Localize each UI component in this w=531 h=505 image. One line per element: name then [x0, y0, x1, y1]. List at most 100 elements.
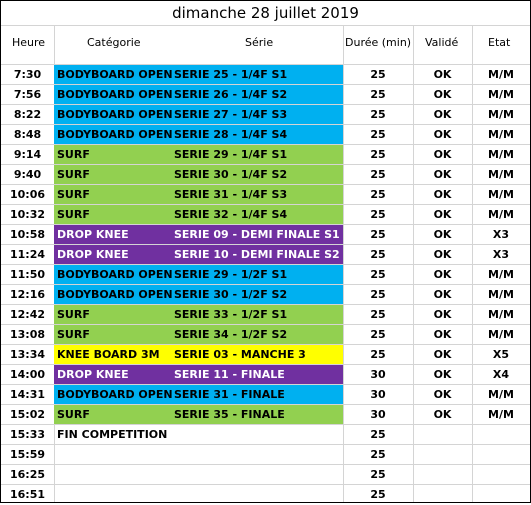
- table-row: 16:25 25: [1, 465, 530, 485]
- row-divider: [1, 344, 530, 345]
- validated-cell: OK: [433, 328, 452, 341]
- status-cell: X4: [492, 368, 510, 381]
- row-divider: [1, 384, 530, 385]
- category-band: [54, 385, 343, 405]
- row-divider: [1, 144, 530, 145]
- category-cell: DROP KNEE: [57, 228, 129, 241]
- table-row: 15:02 SURF SERIE 35 - FINALE 30 OK M/M: [1, 405, 530, 425]
- duration-cell: 25: [370, 168, 386, 181]
- time-cell: 8:22: [13, 108, 42, 121]
- validated-cell: OK: [433, 168, 452, 181]
- status-cell: M/M: [488, 288, 514, 301]
- table-row: 15:33 FIN COMPETITION 25: [1, 425, 530, 445]
- row-divider: [1, 224, 530, 225]
- series-cell: SERIE 10 - DEMI FINALE S2: [174, 248, 340, 261]
- duration-cell: 25: [370, 228, 386, 241]
- category-cell: BODYBOARD OPEN: [57, 128, 173, 141]
- category-band: [54, 285, 343, 305]
- time-cell: 12:16: [9, 288, 45, 301]
- duration-cell: 30: [370, 368, 386, 381]
- time-cell: 9:40: [13, 168, 42, 181]
- time-cell: 9:14: [13, 148, 42, 161]
- table-row: 13:08 SURF SERIE 34 - 1/2F S2 25 OK M/M: [1, 325, 530, 345]
- duration-cell: 25: [370, 268, 386, 281]
- category-band: [54, 165, 343, 185]
- table-row: 10:58 DROP KNEE SERIE 09 - DEMI FINALE S1 2…: [1, 225, 530, 245]
- category-band: [54, 345, 343, 365]
- row-divider: [1, 484, 530, 485]
- table-row: 12:42 SURF SERIE 33 - 1/2F S1 25 OK M/M: [1, 305, 530, 325]
- duration-cell: 25: [370, 68, 386, 81]
- series-cell: SERIE 31 - 1/4F S3: [174, 188, 288, 201]
- category-cell: SURF: [57, 328, 90, 341]
- time-cell: 7:30: [13, 68, 42, 81]
- series-cell: SERIE 03 - MANCHE 3: [174, 348, 306, 361]
- row-divider: [1, 244, 530, 245]
- category-cell: DROP KNEE: [57, 368, 129, 381]
- time-cell: 13:08: [9, 328, 45, 341]
- time-cell: 14:00: [9, 368, 45, 381]
- table-row: 11:50 BODYBOARD OPEN SERIE 29 - 1/2F S1 25 O…: [1, 265, 530, 285]
- duration-cell: 25: [370, 248, 386, 261]
- status-cell: M/M: [488, 408, 514, 421]
- category-band: [54, 245, 343, 265]
- category-cell: SURF: [57, 168, 90, 181]
- duration-cell: 25: [370, 348, 386, 361]
- status-cell: M/M: [488, 388, 514, 401]
- row-divider: [1, 424, 530, 425]
- category-band: [54, 185, 343, 205]
- duration-cell: 25: [370, 288, 386, 301]
- status-cell: [472, 465, 530, 485]
- series-cell: SERIE 31 - FINALE: [174, 388, 285, 401]
- duration-cell: 25: [370, 88, 386, 101]
- category-cell: BODYBOARD OPEN: [57, 88, 173, 101]
- time-cell: 15:02: [9, 408, 45, 421]
- series-cell: SERIE 28 - 1/4F S4: [174, 128, 288, 141]
- row-divider: [1, 64, 530, 65]
- time-cell: 13:34: [9, 348, 45, 361]
- row-divider: [1, 264, 530, 265]
- row-divider: [1, 124, 530, 125]
- status-cell: M/M: [488, 328, 514, 341]
- row-divider: [1, 284, 530, 285]
- duration-cell: 25: [370, 488, 386, 501]
- validated-cell: [413, 445, 472, 465]
- validated-cell: OK: [433, 268, 452, 281]
- row-divider: [1, 304, 530, 305]
- status-cell: [472, 445, 530, 465]
- series-cell: SERIE 34 - 1/2F S2: [174, 328, 288, 341]
- category-band: [54, 65, 343, 85]
- category-band: [54, 405, 343, 425]
- category-cell: BODYBOARD OPEN: [57, 268, 173, 281]
- category-band: [54, 205, 343, 225]
- status-cell: M/M: [488, 208, 514, 221]
- time-cell: 12:42: [9, 308, 45, 321]
- series-cell: SERIE 26 - 1/4F S2: [174, 88, 288, 101]
- series-cell: SERIE 30 - 1/2F S2: [174, 288, 288, 301]
- category-cell: SURF: [57, 308, 90, 321]
- category-cell: KNEE BOARD 3M: [57, 348, 160, 361]
- category-cell: BODYBOARD OPEN: [57, 388, 173, 401]
- series-cell: SERIE 09 - DEMI FINALE S1: [174, 228, 340, 241]
- series-cell: SERIE 35 - FINALE: [174, 408, 285, 421]
- category-cell: DROP KNEE: [57, 248, 129, 261]
- time-cell: 10:58: [9, 228, 45, 241]
- status-cell: [472, 485, 530, 505]
- duration-cell: 25: [370, 208, 386, 221]
- header-valide: Validé: [425, 36, 459, 49]
- row-divider: [1, 184, 530, 185]
- validated-cell: OK: [433, 348, 452, 361]
- time-cell: 15:59: [9, 448, 45, 461]
- status-cell: M/M: [488, 168, 514, 181]
- category-band: [54, 265, 343, 285]
- duration-cell: 30: [370, 408, 386, 421]
- table-row: 11:24 DROP KNEE SERIE 10 - DEMI FINALE S2 2…: [1, 245, 530, 265]
- status-cell: X5: [492, 348, 510, 361]
- series-cell: SERIE 33 - 1/2F S1: [174, 308, 288, 321]
- duration-cell: 25: [370, 428, 386, 441]
- table-row: 9:14 SURF SERIE 29 - 1/4F S1 25 OK M/M: [1, 145, 530, 165]
- category-band: [54, 365, 343, 385]
- header-categorie: Catégorie: [87, 36, 141, 49]
- row-divider: [1, 104, 530, 105]
